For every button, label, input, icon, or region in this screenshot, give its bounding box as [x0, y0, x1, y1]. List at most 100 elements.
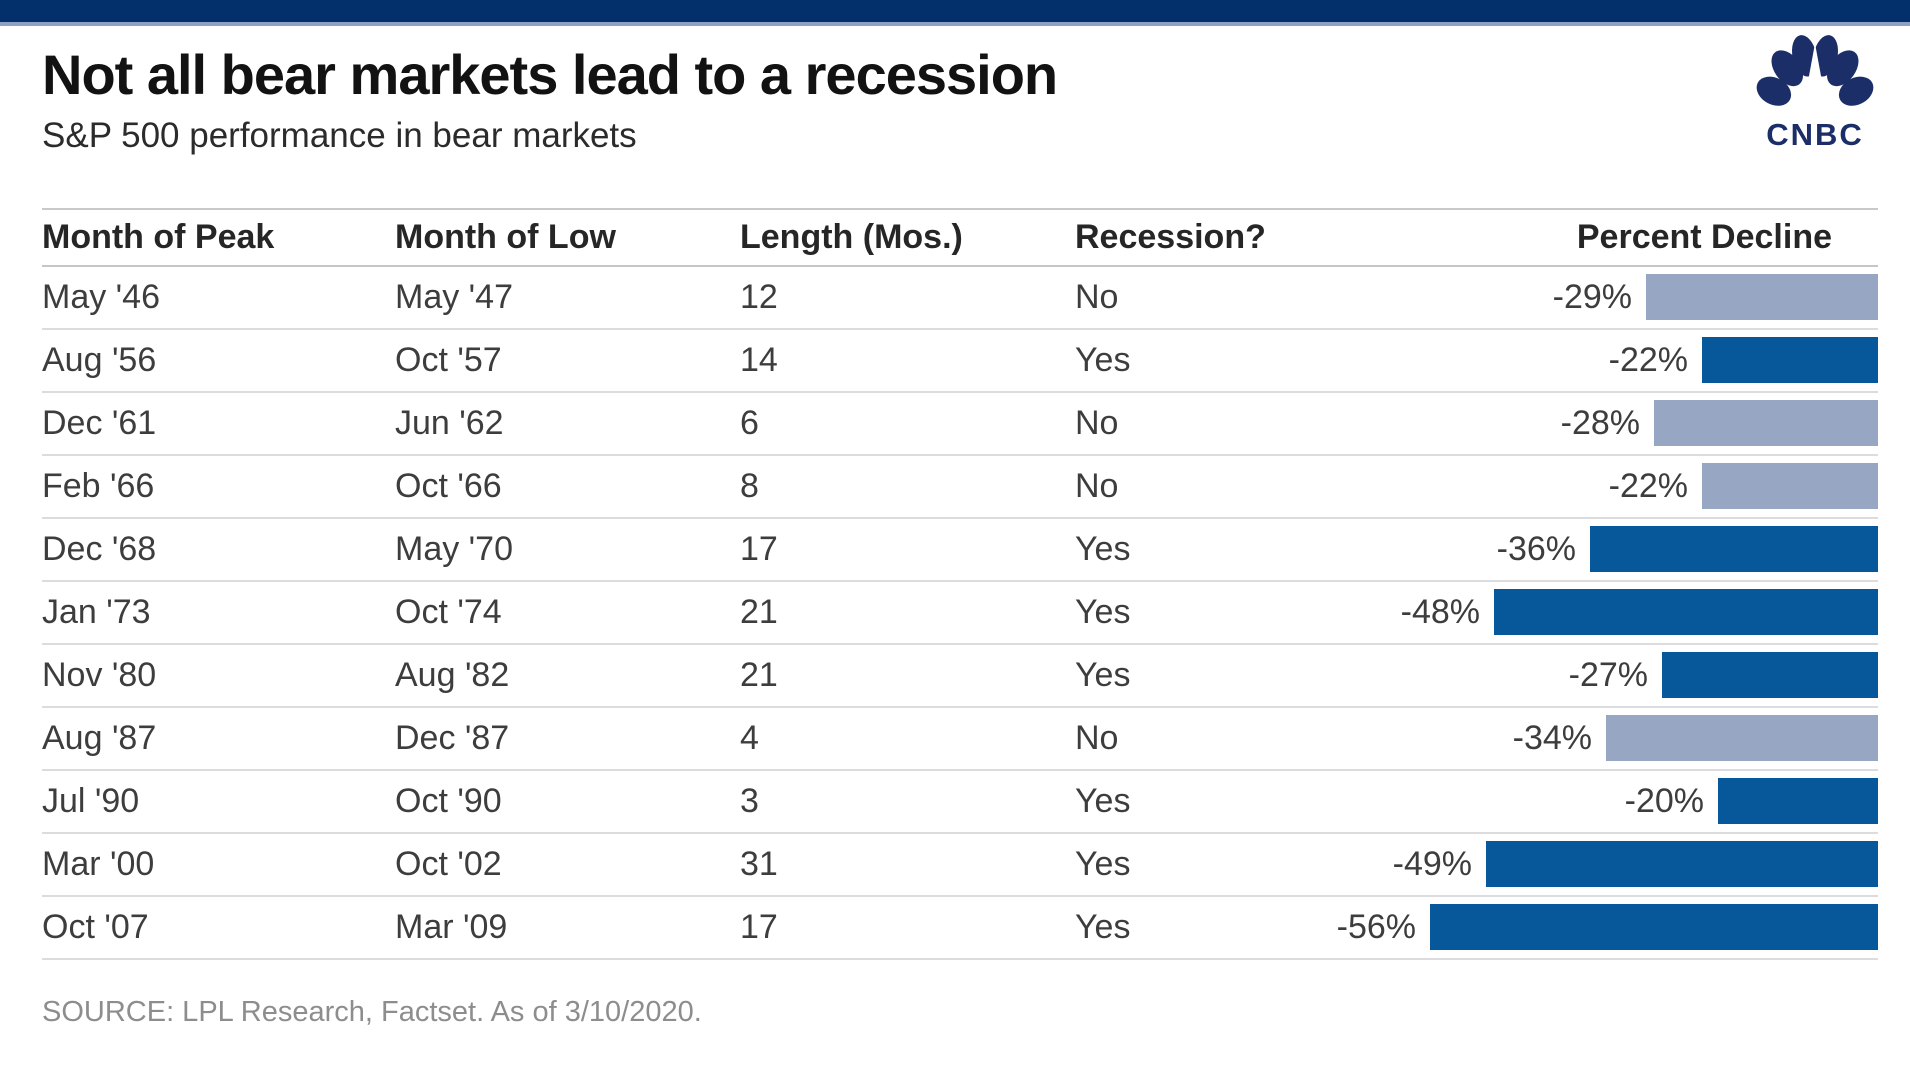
decline-label: -22%: [1608, 340, 1688, 379]
column-header-recession: Recession?: [1075, 217, 1266, 256]
cell-low: Mar '09: [395, 907, 508, 946]
cell-percent-decline: -20%: [1298, 771, 1878, 832]
decline-label: -29%: [1552, 277, 1632, 316]
cell-peak: Jan '73: [42, 592, 151, 631]
decline-bar: [1662, 652, 1878, 699]
cell-low: Aug '82: [395, 655, 510, 694]
cell-length: 6: [740, 403, 759, 442]
cell-low: Oct '74: [395, 592, 502, 631]
cell-percent-decline: -22%: [1298, 330, 1878, 391]
decline-bar: [1702, 337, 1878, 384]
page-subtitle: S&P 500 performance in bear markets: [42, 115, 637, 155]
cell-peak: Aug '87: [42, 718, 157, 757]
cell-length: 8: [740, 466, 759, 505]
cell-length: 31: [740, 844, 778, 883]
cell-percent-decline: -28%: [1298, 393, 1878, 454]
table-header-row: Month of Peak Month of Low Length (Mos.)…: [42, 210, 1878, 267]
cell-recession: Yes: [1075, 844, 1131, 883]
decline-label: -27%: [1568, 655, 1648, 694]
decline-label: -56%: [1336, 907, 1416, 946]
table-row: Dec '68 May '70 17 Yes -36%: [42, 519, 1878, 582]
decline-label: -20%: [1624, 781, 1704, 820]
cell-percent-decline: -56%: [1298, 897, 1878, 958]
cell-low: May '47: [395, 277, 513, 316]
cell-length: 3: [740, 781, 759, 820]
cell-recession: No: [1075, 403, 1119, 442]
column-header-month-of-peak: Month of Peak: [42, 217, 275, 256]
column-header-percent-decline: Percent Decline: [1576, 217, 1832, 256]
cell-peak: Dec '68: [42, 529, 157, 568]
decline-bar: [1606, 715, 1878, 762]
decline-bar: [1486, 841, 1878, 888]
decline-bar: [1494, 589, 1878, 636]
cell-recession: No: [1075, 718, 1119, 757]
cell-recession: Yes: [1075, 907, 1131, 946]
top-brand-accent-line: [0, 22, 1910, 26]
cell-low: Oct '66: [395, 466, 502, 505]
table-row: Aug '87 Dec '87 4 No -34%: [42, 708, 1878, 771]
cell-percent-decline: -48%: [1298, 582, 1878, 643]
decline-label: -34%: [1512, 718, 1592, 757]
decline-label: -28%: [1560, 403, 1640, 442]
cell-low: Oct '02: [395, 844, 502, 883]
table-row: Jul '90 Oct '90 3 Yes -20%: [42, 771, 1878, 834]
cell-length: 14: [740, 340, 778, 379]
cell-length: 21: [740, 655, 778, 694]
decline-bar: [1646, 274, 1878, 321]
cell-peak: Mar '00: [42, 844, 155, 883]
cell-length: 21: [740, 592, 778, 631]
cell-peak: Nov '80: [42, 655, 157, 694]
cell-length: 17: [740, 907, 778, 946]
decline-bar: [1702, 463, 1878, 510]
cell-percent-decline: -22%: [1298, 456, 1878, 517]
cell-low: Oct '90: [395, 781, 502, 820]
cell-recession: Yes: [1075, 592, 1131, 631]
cell-percent-decline: -36%: [1298, 519, 1878, 580]
decline-bar: [1590, 526, 1878, 573]
decline-label: -22%: [1608, 466, 1688, 505]
table-body: May '46 May '47 12 No -29% Aug '56 Oct '…: [42, 267, 1878, 960]
table-row: May '46 May '47 12 No -29%: [42, 267, 1878, 330]
cell-recession: Yes: [1075, 340, 1131, 379]
cell-peak: Feb '66: [42, 466, 155, 505]
column-header-month-of-low: Month of Low: [395, 217, 616, 256]
cell-low: Dec '87: [395, 718, 510, 757]
cell-peak: May '46: [42, 277, 160, 316]
bear-markets-table: Month of Peak Month of Low Length (Mos.)…: [42, 207, 1878, 960]
top-brand-bar: [0, 0, 1910, 22]
cell-recession: Yes: [1075, 529, 1131, 568]
table-row: Aug '56 Oct '57 14 Yes -22%: [42, 330, 1878, 393]
cell-percent-decline: -27%: [1298, 645, 1878, 706]
cell-percent-decline: -34%: [1298, 708, 1878, 769]
table-row: Dec '61 Jun '62 6 No -28%: [42, 393, 1878, 456]
cnbc-logo-text: CNBC: [1766, 117, 1864, 152]
decline-bar: [1718, 778, 1878, 825]
cnbc-peacock-icon: [1756, 35, 1874, 122]
page-title: Not all bear markets lead to a recession: [42, 43, 1058, 106]
decline-bar: [1430, 904, 1878, 951]
cell-peak: Jul '90: [42, 781, 140, 820]
table-row: Jan '73 Oct '74 21 Yes -48%: [42, 582, 1878, 645]
table-row: Oct '07 Mar '09 17 Yes -56%: [42, 897, 1878, 960]
cell-percent-decline: -49%: [1298, 834, 1878, 895]
cell-peak: Dec '61: [42, 403, 157, 442]
table-row: Nov '80 Aug '82 21 Yes -27%: [42, 645, 1878, 708]
cell-recession: No: [1075, 466, 1119, 505]
cell-length: 12: [740, 277, 778, 316]
cell-low: May '70: [395, 529, 513, 568]
cell-length: 17: [740, 529, 778, 568]
decline-bar: [1654, 400, 1878, 447]
decline-label: -36%: [1496, 529, 1576, 568]
table-row: Feb '66 Oct '66 8 No -22%: [42, 456, 1878, 519]
cell-recession: No: [1075, 277, 1119, 316]
table-row: Mar '00 Oct '02 31 Yes -49%: [42, 834, 1878, 897]
source-text: SOURCE: LPL Research, Factset. As of 3/1…: [42, 995, 702, 1028]
cell-percent-decline: -29%: [1298, 267, 1878, 328]
decline-label: -49%: [1392, 844, 1472, 883]
cell-recession: Yes: [1075, 781, 1131, 820]
cnbc-logo: CNBC: [1750, 30, 1880, 153]
column-header-length: Length (Mos.): [740, 217, 963, 256]
cell-low: Jun '62: [395, 403, 504, 442]
cell-low: Oct '57: [395, 340, 502, 379]
cell-peak: Aug '56: [42, 340, 157, 379]
